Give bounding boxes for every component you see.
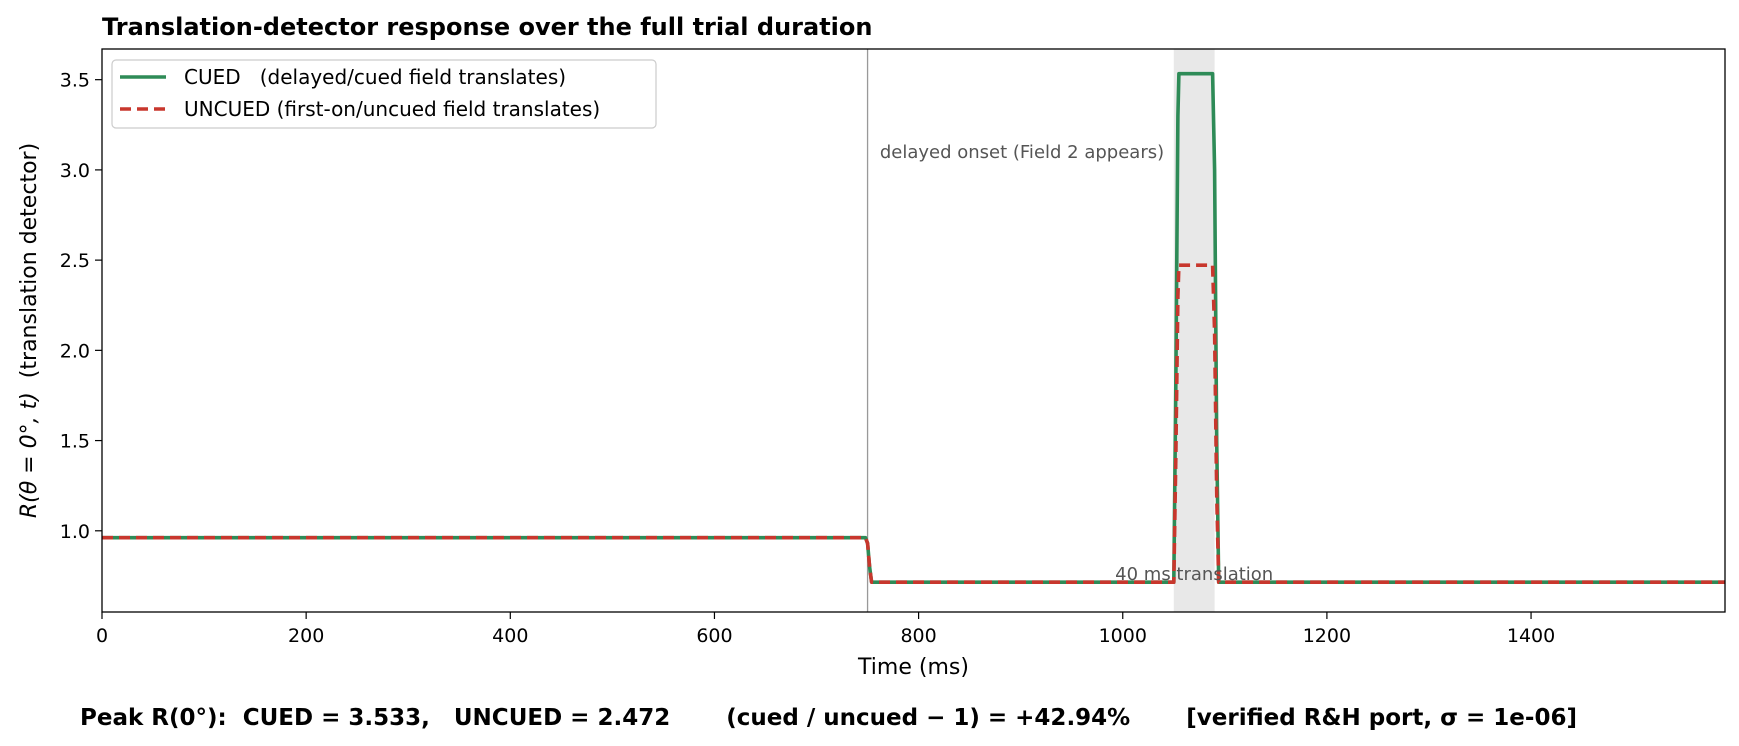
translation-window-shade [1173,49,1215,612]
x-axis-ticks: 0 200 400 600 800 1000 1200 1400 [96,612,1555,647]
x-tick-label: 800 [900,625,936,647]
x-tick-label: 1400 [1507,625,1555,647]
x-tick-label: 600 [696,625,732,647]
plot-frame [101,48,1726,613]
y-tick-label: 2.5 [60,250,90,272]
series-line-uncued [102,263,1725,585]
legend-label-uncued: UNCUED (first-on/uncued field translates… [184,97,600,121]
x-tick-label: 1000 [1099,625,1147,647]
legend-label-cued: CUED (delayed/cued field translates) [184,65,566,89]
y-tick-label: 1.5 [60,431,90,453]
y-axis-title-math: R(θ = 0°, t) [17,392,42,518]
y-axis-ticks: 1.0 1.5 2.0 2.5 3.0 3.5 [60,70,102,543]
legend-box [111,59,657,129]
footer-summary: Peak R(0°): CUED = 3.533, UNCUED = 2.472… [80,705,1577,731]
x-tick-label: 400 [492,625,528,647]
y-axis-title-text: (translation detector) [17,143,42,378]
legend: CUED (delayed/cued field translates) UNC… [111,59,657,129]
series-group [102,71,1725,585]
y-axis-title: R(θ = 0°, t) (translation detector) [17,143,42,518]
x-tick-label: 200 [288,625,324,647]
y-tick-label: 1.0 [60,521,90,543]
y-tick-label: 3.5 [60,70,90,92]
annotation-delayed-onset: delayed onset (Field 2 appears) [880,142,1164,163]
x-tick-label: 1200 [1303,625,1351,647]
chart-title: Translation-detector response over the f… [102,13,872,41]
x-axis-title: Time (ms) [857,655,969,680]
x-tick-label: 0 [96,625,108,647]
annotation-translation-window: 40 ms translation [1115,564,1273,585]
y-tick-label: 3.0 [60,160,90,182]
svg-text:R(θ = 0°, t)(translation detec: R(θ = 0°, t) (translation detector) [17,143,42,518]
plot-area [101,48,1726,613]
y-tick-label: 2.0 [60,340,90,362]
